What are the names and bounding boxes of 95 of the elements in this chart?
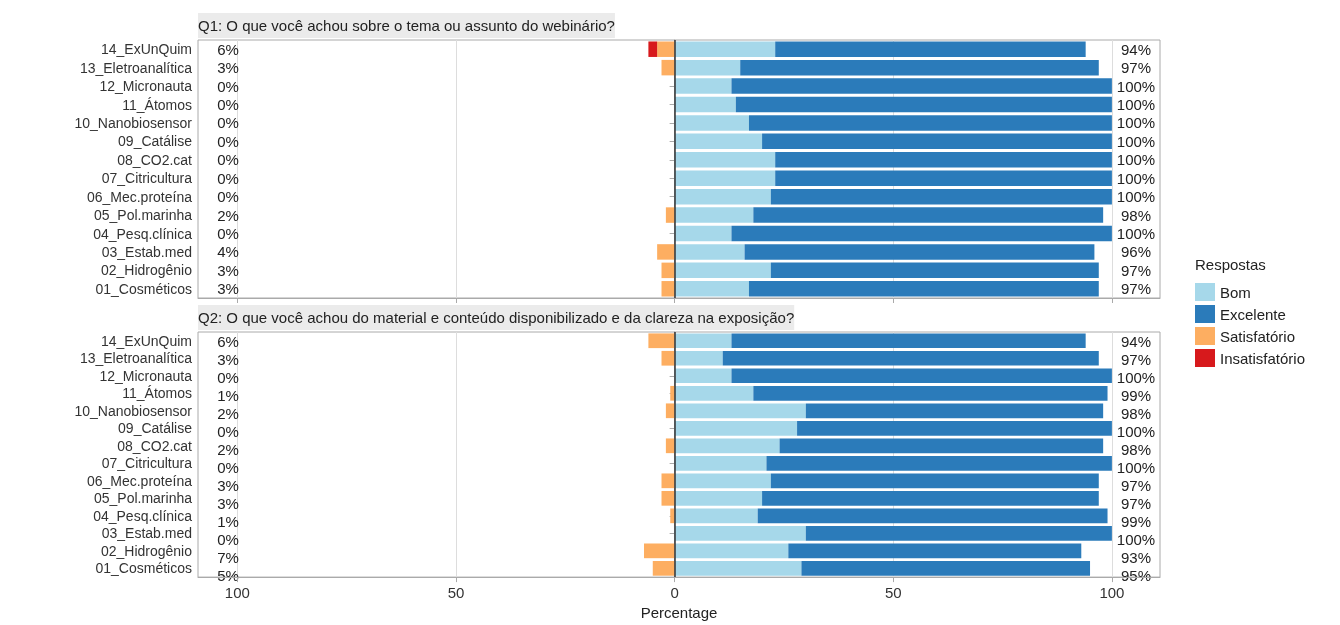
y-tick-label: 12_Micronauta	[99, 78, 193, 95]
annotation: 1%	[217, 386, 239, 404]
annotation: 2%	[217, 440, 239, 458]
annotation: 0%	[217, 530, 239, 548]
annotation: 98%	[1120, 440, 1152, 458]
y-tick-label: 08_CO2.cat	[117, 437, 193, 454]
x-tick-label: 100	[224, 584, 250, 602]
annotation: 6%	[217, 40, 239, 58]
annotation: 98%	[1120, 404, 1152, 422]
x-tick-label: 100	[1099, 584, 1125, 602]
y-tick-label: 13_Eletroanalítica	[79, 350, 193, 367]
y-tick-label: 06_Mec.proteína	[86, 188, 193, 205]
annotation: 100%	[1116, 169, 1156, 187]
y-tick-label: 11_Átomos	[122, 385, 192, 402]
y-tick-label: 02_Hidrogênio	[100, 262, 193, 279]
annotation: 0%	[217, 225, 239, 242]
y-tick-label: 10_Nanobiosensor	[74, 402, 193, 419]
annotation: 99%	[1120, 386, 1152, 404]
annotation: 97%	[1120, 476, 1152, 494]
annotation: 98%	[1120, 206, 1152, 224]
annotation: 3%	[217, 280, 239, 298]
y-tick-label: 08_CO2.cat	[117, 151, 193, 168]
annotation: 0%	[217, 368, 239, 386]
annotation: 94%	[1120, 332, 1152, 350]
y-tick-label: 03_Estab.med	[101, 525, 192, 542]
y-tick-label: 01_Cosméticos	[95, 560, 192, 577]
annotation: 3%	[217, 476, 239, 494]
chart-title: Q1: O que você achou sobre o tema ou assunto do webinário?	[198, 17, 615, 34]
y-tick-label: 04_Pesq.clínica	[93, 507, 193, 524]
y-tick-label: 12_Micronauta	[99, 367, 193, 384]
annotation: 3%	[217, 350, 239, 368]
y-tick-label: 07_Citricultura	[101, 455, 193, 472]
y-tick-label: 03_Estab.med	[101, 243, 192, 260]
y-tick-label: 05_Pol.marinha	[93, 490, 193, 507]
y-tick-label: 04_Pesq.clínica	[93, 225, 193, 242]
annotation: 7%	[217, 548, 239, 566]
annotation: 100%	[1116, 96, 1156, 113]
y-tick-label: 09_Catálise	[118, 420, 193, 437]
annotation: 1%	[217, 512, 239, 530]
y-tick-label: 09_Catálise	[118, 133, 193, 150]
y-tick-label: 02_Hidrogênio	[100, 542, 193, 559]
annotation: 100%	[1116, 77, 1156, 95]
annotation: 0%	[217, 96, 239, 113]
annotation: 0%	[217, 188, 239, 206]
annotation: 100%	[1116, 151, 1156, 169]
annotation: 97%	[1120, 59, 1152, 77]
annotation: 6%	[217, 332, 239, 350]
y-tick-label: 07_Citricultura	[101, 170, 193, 187]
annotation: 100%	[1116, 114, 1156, 132]
y-tick-label: 06_Mec.proteína	[86, 472, 193, 489]
x-axis-title: Percentage	[640, 604, 718, 621]
annotation: 100%	[1116, 225, 1156, 242]
x-tick-label: 0	[670, 584, 679, 602]
annotation: 97%	[1120, 261, 1152, 279]
legend-title: Respostas	[1195, 256, 1266, 273]
y-tick-label: 14_ExUnQuim	[100, 41, 192, 58]
legend-label: Bom	[1220, 283, 1251, 301]
annotation: 0%	[217, 458, 239, 476]
legend-label: Insatisfatório	[1220, 349, 1306, 367]
x-tick-label: 50	[447, 584, 465, 602]
annotation: 99%	[1120, 512, 1152, 530]
annotation: 97%	[1120, 350, 1152, 368]
legend-label: Excelente	[1220, 305, 1286, 323]
annotation: 3%	[217, 59, 239, 77]
annotation: 2%	[217, 206, 239, 224]
chart-title: Q2: O que você achou do material e conteúdo disponibilizado e da clareza na exposição?	[198, 309, 795, 326]
y-tick-label: 01_Cosméticos	[95, 280, 192, 297]
annotation: 0%	[217, 77, 239, 95]
annotation: 96%	[1120, 243, 1152, 261]
y-tick-label: 11_Átomos	[122, 96, 192, 113]
legend-label: Satisfatório	[1220, 327, 1296, 345]
annotation: 3%	[217, 494, 239, 512]
annotation: 100%	[1116, 422, 1156, 440]
y-tick-label: 10_Nanobiosensor	[74, 114, 193, 131]
annotation: 100%	[1116, 530, 1156, 548]
annotation: 100%	[1116, 132, 1156, 150]
annotation: 100%	[1116, 368, 1156, 386]
y-tick-label: 13_Eletroanalítica	[79, 59, 193, 76]
y-tick-label: 14_ExUnQuim	[100, 332, 192, 349]
annotation: 0%	[217, 114, 239, 132]
annotation: 3%	[217, 261, 239, 279]
annotation: 97%	[1120, 280, 1152, 298]
annotation: 97%	[1120, 494, 1152, 512]
annotation: 0%	[217, 169, 239, 187]
annotation: 0%	[217, 422, 239, 440]
annotation: 0%	[217, 132, 239, 150]
annotation: 93%	[1120, 548, 1152, 566]
annotation: 4%	[217, 243, 239, 261]
annotation: 100%	[1116, 188, 1156, 206]
x-tick-label: 50	[884, 584, 902, 602]
annotation: 0%	[217, 151, 239, 169]
y-tick-label: 05_Pol.marinha	[93, 207, 193, 224]
annotation: 100%	[1116, 458, 1156, 476]
annotation: 94%	[1120, 40, 1152, 58]
annotation: 2%	[217, 404, 239, 422]
